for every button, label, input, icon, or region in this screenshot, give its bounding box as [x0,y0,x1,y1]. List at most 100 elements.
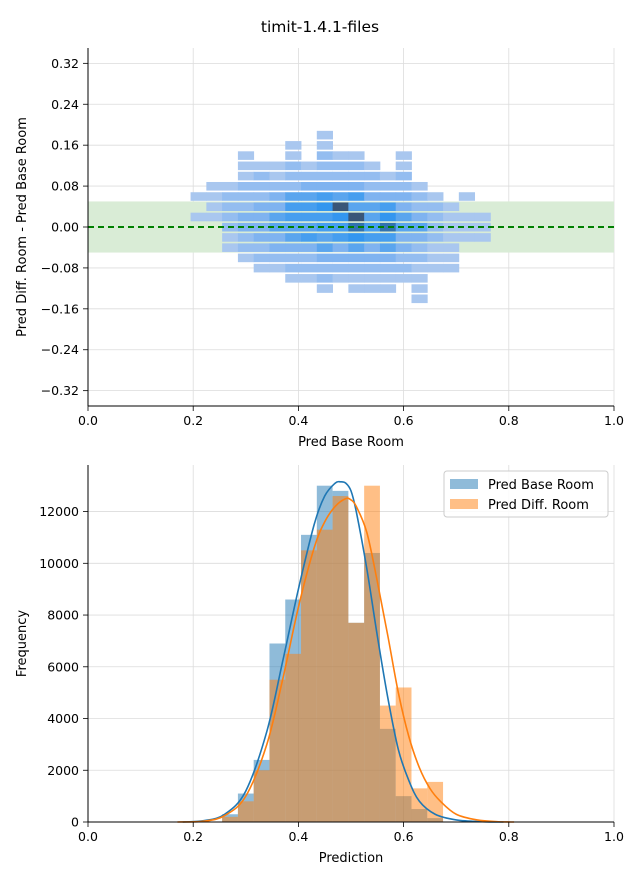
heatmap-y-tick-label: 0.24 [51,97,79,112]
heatmap-cells [190,130,491,304]
heatmap-cell [316,141,333,150]
heatmap-cell [285,233,302,242]
heatmap-panel: 0.0 0.2 0.4 0.6 0.8 1.0 0.32 0.24 0.16 0.08 0.00 −… [15,48,624,450]
heatmap-y-tick-label: −0.08 [41,260,79,275]
heatmap-cell [285,181,302,191]
heatmap-y-tick-label: 0.32 [51,56,79,71]
heatmap-cell [316,181,333,191]
histogram-bar [411,788,428,822]
heatmap-cell [395,243,412,252]
histogram-bar [379,705,396,822]
heatmap-cell [411,284,428,293]
heatmap-cell [316,263,333,273]
heatmap-cell [379,202,397,212]
heatmap-cell [395,212,412,222]
kde-curves [177,480,515,823]
heatmap-cell [458,222,476,232]
heatmap-cell [379,274,397,283]
heatmap-cell [269,161,286,171]
histogram-bar [348,622,365,822]
histogram-x-axis-label: Prediction [319,851,384,866]
heatmap-cell [411,274,428,283]
heatmap-cell [364,253,381,263]
heatmap-y-tick-label: −0.24 [41,342,79,357]
heatmap-cell [364,233,381,242]
heatmap-y-tick-label: 0.08 [51,179,79,194]
heatmap-cell [206,181,223,191]
heatmap-cell [348,284,365,293]
heatmap-cell [411,212,428,222]
histogram-x-tick-label: 0.4 [288,829,308,844]
heatmap-cell [301,263,318,273]
heatmap-cell [395,192,412,201]
heatmap-cell [332,233,349,242]
heatmap-cell [237,243,255,252]
heatmap-cell [285,171,302,181]
heatmap-cell [348,192,365,201]
heatmap-cell [364,263,381,273]
heatmap-cell [332,243,349,252]
heatmap-cell [427,222,444,232]
histogram-bar [285,653,302,822]
histogram-y-tick-label: 0 [71,815,79,830]
heatmap-cell [237,171,255,181]
heatmap-cell [316,243,333,252]
heatmap-cell [427,263,444,273]
heatmap-cell [427,233,444,242]
heatmap-x-tick-label: 0.4 [288,413,308,428]
heatmap-cell [364,192,381,201]
histogram-panel: 0.0 0.2 0.4 0.6 0.8 1.0 0 2000 4000 6000 8000 1000… [15,465,624,866]
heatmap-cell [411,253,428,263]
heatmap-cell [253,212,270,222]
heatmap-cell [222,202,239,212]
heatmap-cell [443,233,460,242]
heatmap-cell [332,212,349,222]
heatmap-cell [285,274,302,283]
heatmap-cell [316,274,333,283]
heatmap-cell [348,222,365,232]
heatmap-x-tick-label: 0.2 [183,413,203,428]
heatmap-cell [395,274,412,283]
heatmap-cell [379,253,397,263]
heatmap-cell [395,233,412,242]
heatmap-cell [301,233,318,242]
heatmap-cell [474,212,491,222]
heatmap-cell [253,192,270,201]
heatmap-cell [395,263,412,273]
heatmap-cell [379,263,397,273]
heatmap-cell [316,202,333,212]
heatmap-cell [348,253,365,263]
heatmap-cell [190,192,207,201]
kde-line-pred-base-room [182,480,504,823]
heatmap-cell [206,212,223,222]
figure-title: timit-1.4.1-files [261,18,379,36]
heatmap-cell [348,202,365,212]
histogram-x-tick-label: 1.0 [604,829,624,844]
heatmap-cell [427,212,444,222]
heatmap-cell [411,181,428,191]
heatmap-cell [458,212,476,222]
heatmap-x-tick-label: 0.6 [394,413,414,428]
heatmap-y-tick-label: 0.16 [51,138,79,153]
heatmap-cell [411,202,428,212]
heatmap-cell [474,233,491,242]
heatmap-cell [332,274,349,283]
heatmap-cell [285,151,302,160]
heatmap-cell [395,181,412,191]
heatmap-cell [285,161,302,171]
heatmap-cell [237,192,255,201]
heatmap-cell [269,222,286,232]
kde-line-pred-diff-room [177,497,515,823]
heatmap-cell [190,212,207,222]
heatmap-cell [206,192,223,201]
heatmap-cell [379,284,397,293]
heatmap-y-axis-label: Pred Diff. Room - Pred Base Room [15,117,30,337]
heatmap-cell [237,151,255,160]
heatmap-cell [237,161,255,171]
heatmap-cell [348,181,365,191]
heatmap-cell [253,263,270,273]
heatmap-cell [269,181,286,191]
heatmap-cell [364,202,381,212]
heatmap-cell [316,253,333,263]
heatmap-cell [285,141,302,150]
